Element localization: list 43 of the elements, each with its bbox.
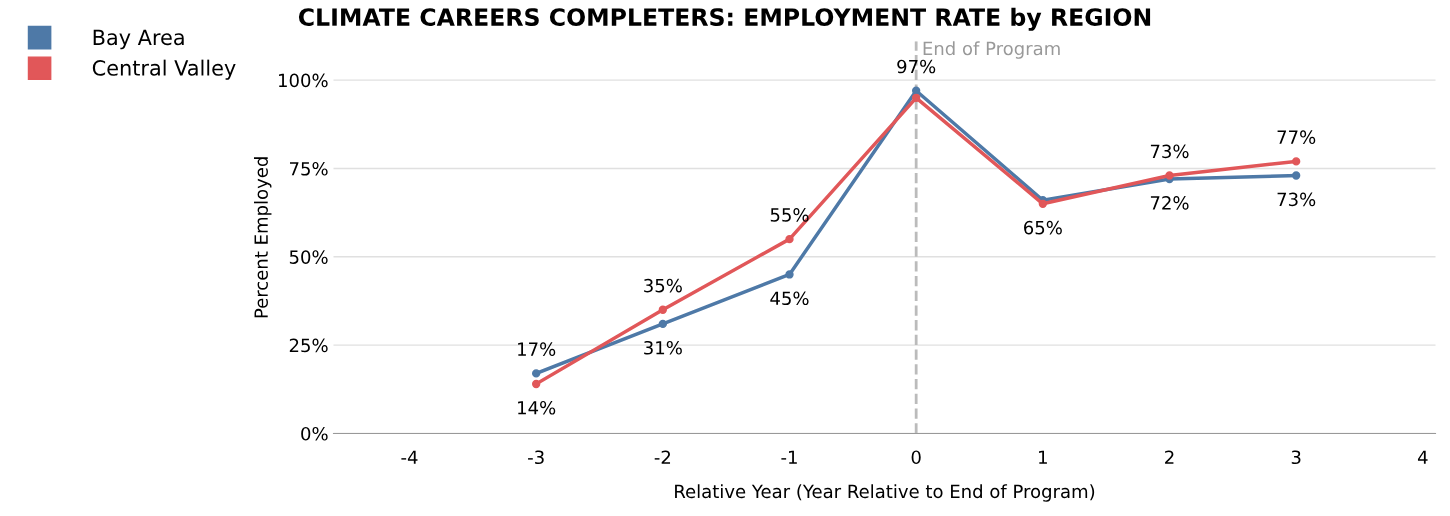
legend-label: Central Valley xyxy=(92,59,236,80)
data-label: 72% xyxy=(1150,196,1189,210)
data-label: 65% xyxy=(1024,220,1062,235)
y-tick-label: 75% xyxy=(289,161,328,176)
x-tick-label: 3 xyxy=(1291,450,1301,465)
point xyxy=(531,369,541,378)
x-tick-label: 1 xyxy=(1039,450,1047,464)
y-tick-label: 50% xyxy=(289,250,328,264)
chart-title: CLIMATE CAREERS COMPLETERS: EMPLOYMENT RATE by REGION xyxy=(298,7,1151,31)
point xyxy=(1291,157,1301,166)
point xyxy=(658,305,668,314)
data-label: 17% xyxy=(518,342,556,356)
x-tick-label: -3 xyxy=(528,450,544,465)
point xyxy=(658,319,668,329)
data-label: 31% xyxy=(644,340,682,355)
data-label: 73% xyxy=(1150,144,1189,159)
x-tick-label: 0 xyxy=(911,450,921,465)
data-label: 45% xyxy=(770,291,809,306)
legend-label: Bay Area xyxy=(93,29,184,50)
point xyxy=(1165,171,1174,180)
data-label: 14% xyxy=(518,400,556,415)
data-label: 77% xyxy=(1277,130,1316,145)
x-axis-title: Relative Year (Year Relative to End of Program) xyxy=(675,484,1095,502)
point xyxy=(785,234,794,244)
y-axis-title: Percent Employed xyxy=(253,157,272,318)
y-tick-label: 0% xyxy=(301,426,328,441)
x-tick-label: 4 xyxy=(1417,450,1428,464)
x-tick-label: -4 xyxy=(401,450,418,464)
point xyxy=(785,270,794,279)
point xyxy=(531,379,541,389)
data-label: 97% xyxy=(897,59,936,74)
data-label: 35% xyxy=(644,278,682,293)
y-tick-label: 25% xyxy=(289,338,328,353)
point xyxy=(911,86,921,95)
x-tick-label: 2 xyxy=(1165,450,1174,464)
x-tick-label: -1 xyxy=(781,450,797,464)
y-tick-label: 100% xyxy=(279,73,328,88)
data-label: 73% xyxy=(1277,192,1316,207)
point xyxy=(1291,171,1301,180)
ref-line-label: End of Program xyxy=(923,41,1060,59)
data-label: 55% xyxy=(770,208,809,222)
point xyxy=(911,93,921,102)
x-tick-label: -2 xyxy=(654,450,671,464)
